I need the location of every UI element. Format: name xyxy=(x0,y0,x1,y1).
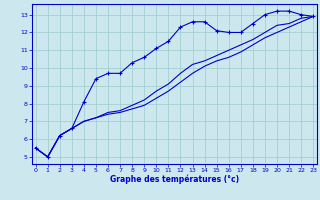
X-axis label: Graphe des températures (°c): Graphe des températures (°c) xyxy=(110,175,239,184)
